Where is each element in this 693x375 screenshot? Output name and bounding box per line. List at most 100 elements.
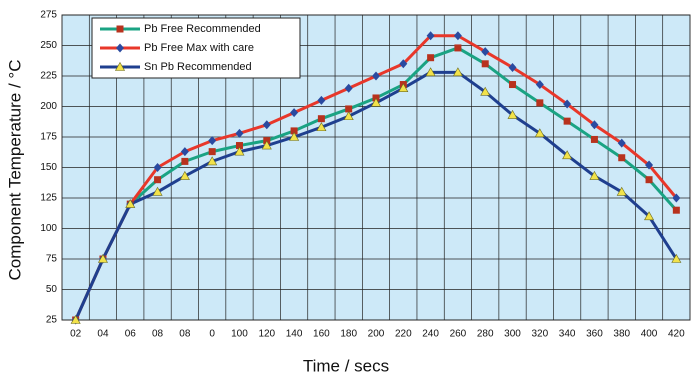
x-tick-label: 360: [586, 329, 603, 340]
x-tick-label: 120: [258, 329, 275, 340]
y-tick-label: 175: [40, 132, 57, 143]
y-tick-label: 50: [46, 284, 58, 295]
marker: [562, 150, 573, 160]
marker: [343, 111, 354, 121]
y-tick-label: 25: [46, 315, 58, 326]
marker: [563, 99, 572, 109]
marker: [262, 120, 271, 130]
x-tick-label: 280: [477, 329, 494, 340]
marker: [372, 71, 380, 81]
marker: [289, 131, 300, 141]
marker: [235, 128, 244, 138]
marker: [672, 193, 681, 203]
marker: [97, 253, 108, 263]
marker: [316, 122, 327, 132]
marker: [618, 154, 626, 162]
marker: [370, 97, 382, 107]
marker: [398, 83, 409, 92]
marker: [534, 128, 545, 138]
marker: [563, 117, 571, 125]
marker: [644, 211, 655, 221]
marker: [208, 148, 216, 156]
marker: [153, 163, 162, 172]
marker: [152, 186, 163, 196]
x-tick-label: 02: [70, 329, 82, 340]
x-tick-label: 140: [286, 329, 303, 340]
x-tick-label: 300: [504, 329, 521, 340]
x-tick-label: 0: [209, 329, 215, 340]
x-tick-label: 200: [368, 329, 385, 340]
marker: [181, 157, 189, 165]
marker: [207, 156, 218, 166]
y-axis-title: Component Temperature / °C: [5, 60, 24, 281]
marker: [116, 43, 124, 53]
marker: [290, 108, 299, 118]
marker: [317, 115, 325, 123]
marker: [344, 83, 353, 93]
x-tick-label: 400: [641, 329, 658, 340]
marker: [616, 186, 627, 196]
y-tick-label: 275: [40, 10, 57, 21]
marker: [290, 127, 298, 135]
marker: [70, 314, 81, 324]
marker: [454, 44, 462, 52]
marker: [317, 95, 326, 105]
marker: [590, 120, 599, 130]
marker: [154, 176, 162, 184]
marker: [453, 31, 462, 41]
marker: [179, 170, 190, 180]
y-tick-label: 250: [40, 40, 57, 51]
marker: [535, 80, 544, 90]
y-tick-label: 125: [40, 193, 57, 204]
marker: [536, 99, 544, 107]
y-tick-label: 225: [40, 71, 57, 82]
x-tick-label: 260: [450, 329, 467, 340]
legend-label: Pb Free Recommended: [144, 23, 261, 35]
marker: [481, 60, 489, 68]
x-tick-label: 380: [613, 329, 630, 340]
x-tick-label: 180: [340, 329, 357, 340]
marker: [452, 67, 463, 77]
x-tick-label: 340: [559, 329, 576, 340]
marker: [425, 67, 436, 77]
marker: [427, 54, 435, 62]
y-tick-label: 75: [46, 254, 58, 265]
marker: [672, 206, 680, 214]
marker: [589, 170, 600, 180]
legend-label: Sn Pb Recommended: [144, 61, 252, 73]
marker: [235, 142, 243, 150]
marker: [508, 62, 517, 72]
marker: [125, 198, 136, 208]
legend-label: Pb Free Max with care: [144, 42, 254, 54]
marker: [509, 81, 517, 89]
y-tick-label: 200: [40, 101, 57, 112]
x-axis-title: Time / secs: [303, 356, 389, 375]
marker: [426, 31, 435, 41]
y-tick-label: 100: [40, 223, 57, 234]
marker: [645, 176, 653, 184]
marker: [645, 160, 654, 170]
x-tick-label: 240: [422, 329, 439, 340]
x-tick-label: 160: [313, 329, 330, 340]
x-tick-label: 04: [97, 329, 109, 340]
x-tick-label: 420: [668, 329, 685, 340]
marker: [481, 47, 490, 57]
marker: [114, 61, 126, 71]
marker: [617, 138, 626, 148]
y-tick-label: 150: [40, 162, 57, 173]
x-tick-label: 08: [152, 329, 164, 340]
x-tick-label: 320: [531, 329, 548, 340]
marker: [180, 147, 189, 157]
marker: [480, 86, 491, 96]
marker: [116, 25, 124, 33]
x-tick-label: 06: [125, 329, 137, 340]
marker: [590, 135, 598, 143]
x-tick-label: 100: [231, 329, 248, 340]
marker: [208, 136, 217, 146]
marker: [345, 105, 353, 113]
marker: [507, 109, 518, 119]
marker: [234, 146, 245, 156]
marker: [261, 140, 272, 150]
